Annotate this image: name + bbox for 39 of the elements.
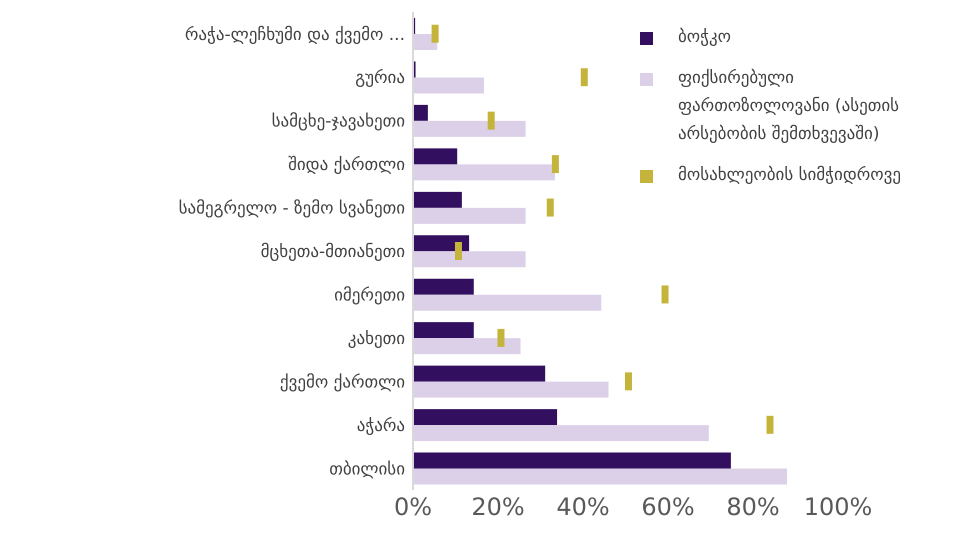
y-tick-label: სამეგრელო - ზემო სვანეთი [178,198,405,219]
x-tick-label: 0% [394,493,432,522]
y-tick-label: გურია [355,68,405,88]
bar [413,192,462,208]
y-tick-label: აჭარა [356,416,405,436]
y-tick-label: სამცხე-ჯავახეთი [272,112,405,132]
x-tick-label: 80% [726,493,780,522]
x-tick-label: 40% [556,493,610,522]
bar [413,382,608,398]
y-tick-label: თბილისი [329,459,405,480]
legend-label: მოსახლეობის სიმჭიდროვე [678,164,901,187]
bar [413,294,602,311]
x-tick-label: 60% [641,493,695,522]
y-tick-label: იმერეთი [334,285,405,306]
bar [413,120,526,137]
bar [413,77,484,94]
x-tick-label: 100% [804,493,872,522]
legend-label: ბოჭკო [678,26,732,49]
bar [413,278,474,295]
bar [413,366,546,382]
x-tick-label: 20% [471,493,525,522]
bar [413,104,428,121]
bar [413,409,558,426]
bar [413,148,458,164]
bar [413,425,709,442]
bar [413,338,521,354]
bar [413,251,526,268]
bar [413,164,555,180]
bar [413,322,474,338]
bar [413,468,787,485]
bar [413,452,731,469]
y-tick-label: შიდა ქართლი [288,155,405,176]
legend-label: ფიქსირებული ფართოზოლოვანი (ასეთის არსებობის შემთხვევაში) [678,67,900,146]
bar [413,208,526,224]
bar [413,235,470,252]
y-tick-label: ქვემო ქართლი [280,372,405,392]
y-tick-label: რაჭა-ლეჩხუმი და ქვემო ... [184,24,405,45]
y-tick-label: კახეთი [348,328,405,349]
y-tick-label: მცხეთა-მთიანეთი [260,242,405,262]
